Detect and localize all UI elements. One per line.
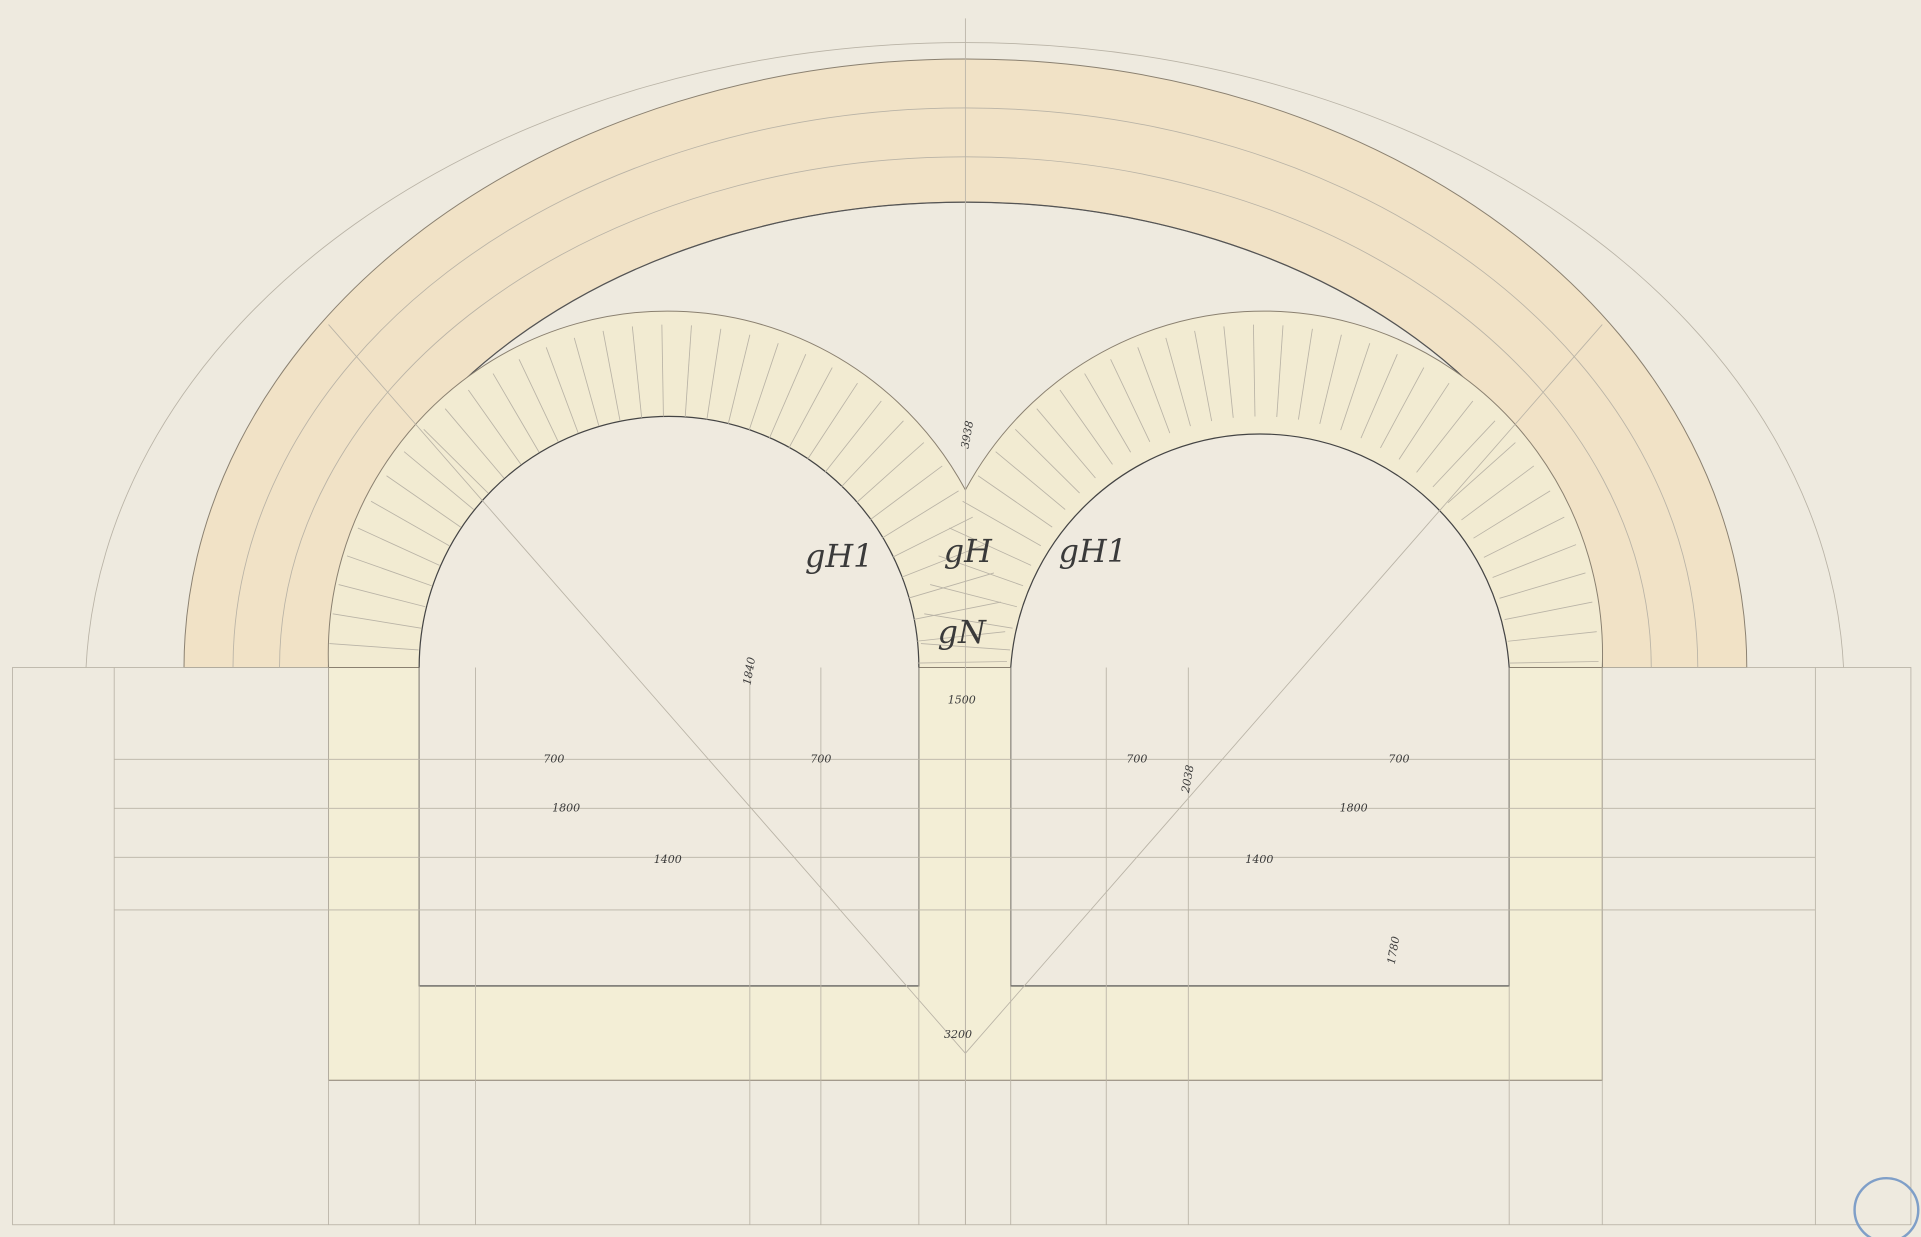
dimension: 3200 — [944, 1028, 972, 1041]
drawing: gHgNgH1gH1393818401500700700700700180018… — [0, 0, 1921, 1237]
label: gH1 — [1059, 532, 1127, 570]
dimension: 1800 — [1340, 801, 1368, 814]
dimension: 700 — [1126, 752, 1147, 765]
dimension: 700 — [810, 752, 831, 765]
label: gH — [944, 532, 993, 570]
left-opening — [419, 416, 919, 986]
dimension: 1800 — [552, 801, 580, 814]
dimension: 1400 — [1245, 853, 1273, 866]
label: gH1 — [805, 537, 873, 575]
dimension: 1500 — [948, 694, 976, 707]
label: gN — [938, 613, 987, 651]
dimension: 700 — [543, 752, 564, 765]
dimension: 1400 — [654, 853, 682, 866]
dimension: 700 — [1388, 752, 1409, 765]
